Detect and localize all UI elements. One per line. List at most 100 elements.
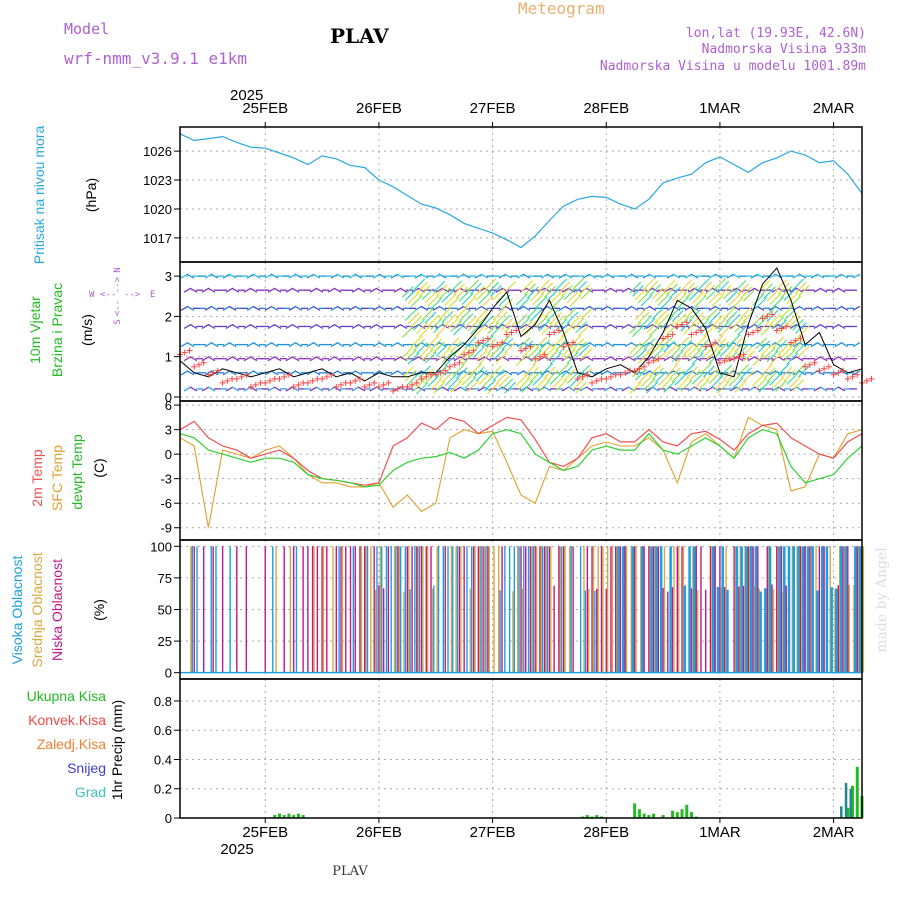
wind-barb [330,342,339,348]
gust-mark [764,313,771,320]
wind-barb-color [464,296,477,309]
wind-barb [267,356,276,362]
wind-barb-color [763,347,776,359]
wind-barb-color [634,348,647,361]
wind-barb-color [720,284,732,296]
wind-barb [774,305,783,311]
precip-bar-rain [846,807,850,818]
wind-barb-color [777,343,790,355]
wind-barb-color [575,321,588,334]
wind-barb [354,305,363,311]
precip-bar-rain [851,785,855,818]
wind-barb [222,370,231,376]
wind-barb [753,356,762,362]
wind-barb-color [795,342,807,355]
wind-barb [306,342,315,348]
wind-barb-color [580,307,593,320]
wind-barb-color [416,322,428,334]
wind-barb [396,305,405,311]
wind-barb [600,370,609,376]
wind-barb-color [734,380,747,393]
wind-barb-color [634,308,647,321]
wind-barb [231,323,240,330]
wind-barb-color [421,288,434,301]
wind-barb [585,386,594,392]
wind-barb-color [637,372,650,384]
gust-mark [532,355,539,362]
wind-barb-color [501,338,514,350]
gust-mark [210,369,217,376]
wind-barb-color [663,280,676,292]
wind-barb-color [717,341,730,354]
dewpoint-line [179,428,863,488]
wind-barb [546,370,555,376]
cloud-label-high: Visoka Oblacnost [9,556,25,665]
wind-barb-color [737,343,750,356]
wind-barb-color [484,379,497,392]
wind-barb-color [495,351,508,364]
wind-barb [672,370,681,376]
wind-barb [333,287,342,293]
wind-barb-color [569,334,582,347]
wind-barb-color [518,377,531,390]
gust-mark [238,373,245,380]
compass-w: W [89,290,95,300]
wind-barb-color [401,346,414,359]
wind-barb [795,287,804,293]
date-label-top: 28FEB [583,100,629,117]
wind-barb-color [786,372,799,385]
wind-barb-color [691,352,704,365]
wind-barb [348,305,357,311]
wind-barb-color [657,374,670,387]
precip-bar-snow [849,788,853,818]
wind-barb [183,323,192,330]
wind-barb-color [549,292,562,305]
precip-bar-snow [844,782,848,818]
gust-mark [319,375,326,382]
wind-barb-color [789,376,802,388]
wind-barb [852,305,861,311]
wind-barb-color [752,374,765,387]
wind-barb-color [444,354,457,367]
wind-barb-color [447,297,460,309]
wind-barb [600,305,609,311]
wind-barb-color [495,372,508,384]
pressure-grid [180,127,862,262]
wind-barb [795,386,804,392]
wind-barb-color [544,285,556,298]
wind-barb-color [703,365,715,378]
wind-barb [189,323,198,330]
gust-mark [323,373,330,380]
gust-mark [802,363,809,370]
temp-grid [180,401,862,540]
wind-barb [777,356,786,362]
gust-mark [674,323,681,330]
wind-barb [330,273,339,279]
wind-barb-color [495,311,508,324]
wind-barb [189,386,198,392]
date-label-bottom: 27FEB [470,824,516,841]
wind-barb-color [703,345,715,358]
wind-barb-color [433,321,445,334]
wind-barb-color [410,315,423,328]
wind-barb [462,342,471,348]
wind-barb-color [786,352,799,365]
compass-arrow-down: <-- [113,300,123,316]
wind-barb [294,273,303,279]
wind-barb-color [484,339,497,351]
gust-mark [371,379,378,386]
wind-barb-color [711,294,724,307]
precip-bar-rain [652,813,656,818]
wind-barb-color [711,334,724,347]
wind-barb [180,370,189,376]
gust-mark [655,355,662,362]
gust-mark [641,363,648,370]
wind-barb [378,273,387,279]
wind-barb [459,386,468,392]
wind-barb [648,305,657,311]
wind-barb-color [766,370,779,383]
wind-barb [501,356,510,362]
gust-mark [390,387,397,394]
wind-barb-color [438,347,451,360]
wind-barb-color [706,308,718,321]
